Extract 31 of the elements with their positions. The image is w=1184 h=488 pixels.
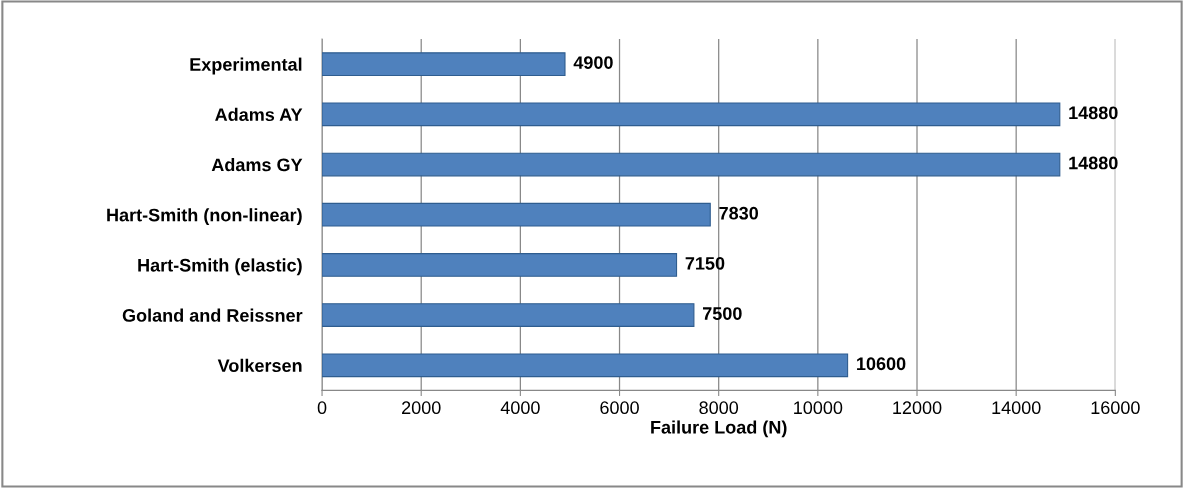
data-label: 7500 xyxy=(703,307,742,320)
data-label: 4900 xyxy=(573,56,613,69)
y-tick-label: Volkersen xyxy=(217,358,302,373)
x-tick-label: 4000 xyxy=(500,401,540,415)
bar xyxy=(322,52,566,76)
x-axis-title: Failure Load (N) xyxy=(651,420,787,438)
bar xyxy=(322,303,695,327)
bar xyxy=(322,353,849,378)
y-tick-label: Hart-Smith (non-linear) xyxy=(107,208,302,226)
x-tick-label: 0 xyxy=(317,401,327,415)
bar xyxy=(322,152,1061,177)
x-tick-label: 16000 xyxy=(1091,401,1140,415)
data-label: 7830 xyxy=(719,206,759,220)
y-tick-label: Goland and Reissner xyxy=(122,308,303,322)
x-tick-label: 12000 xyxy=(893,401,942,415)
x-tick-label: 10000 xyxy=(794,401,843,415)
data-label: 7150 xyxy=(685,256,725,270)
y-tick-label: Hart-Smith (elastic) xyxy=(138,258,302,276)
data-label: 10600 xyxy=(857,357,906,371)
y-tick-label: Adams GY xyxy=(211,157,303,172)
bar xyxy=(322,102,1061,127)
data-label: 14880 xyxy=(1069,106,1118,120)
bar xyxy=(322,253,678,277)
data-label: 14880 xyxy=(1069,156,1118,170)
y-tick-label: Experimental xyxy=(190,57,302,75)
bar xyxy=(322,202,711,227)
y-tick-label: Adams AY xyxy=(215,107,303,122)
x-tick-label: 8000 xyxy=(699,401,739,415)
x-tick-label: 6000 xyxy=(600,401,639,415)
x-tick-label: 2000 xyxy=(402,401,441,415)
x-tick-label: 14000 xyxy=(992,401,1041,415)
